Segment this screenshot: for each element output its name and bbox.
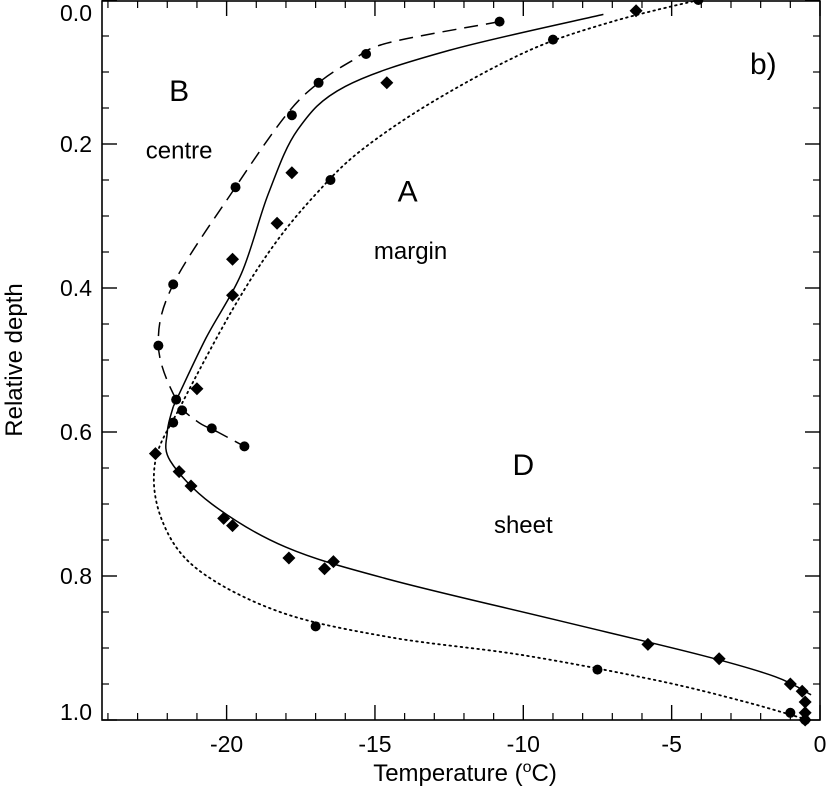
A-D-points-point-6 — [190, 382, 204, 396]
B-points-point-0 — [494, 16, 505, 27]
A-D-points-point-18 — [795, 684, 809, 698]
B-points-point-4 — [230, 182, 241, 193]
y-axis-title: Relative depth — [1, 283, 28, 436]
curve-B — [157, 20, 500, 448]
curve-A — [172, 13, 604, 408]
A-D-points-point-17 — [783, 677, 797, 691]
B-points-point-6 — [153, 340, 164, 351]
x-axis-title: Temperature (oC) — [373, 759, 557, 787]
A-D-points-point-2 — [285, 166, 299, 180]
y-tick-label-3: 0.6 — [60, 419, 92, 445]
margin-sheet-points-point-4 — [592, 664, 603, 675]
A-D-points-point-7 — [148, 447, 162, 461]
B-points-point-8 — [177, 405, 188, 416]
margin-sheet-points-point-5 — [785, 707, 796, 718]
A-D-points-point-20 — [798, 706, 812, 720]
annotation-centre: centre — [146, 137, 213, 164]
x-axis-title-main: Temperature ( — [373, 760, 522, 787]
A-D-points-point-11 — [226, 519, 240, 533]
y-tick-label-2: 0.4 — [60, 275, 92, 301]
plot-frame — [101, 0, 821, 721]
y-tick-label-4: 0.8 — [60, 563, 92, 589]
B-points-point-3 — [286, 110, 297, 121]
B-points-point-2 — [313, 77, 324, 88]
x-tick-label-3: -5 — [661, 731, 681, 757]
annotation-A: A — [398, 176, 418, 209]
A-D-points-point-19 — [798, 695, 812, 709]
A-D-points-point-4 — [226, 252, 240, 266]
ticks-layer — [102, 0, 821, 721]
annotation-B: B — [169, 75, 189, 108]
annotation-D: D — [512, 449, 534, 482]
A-D-points-point-12 — [282, 551, 296, 565]
A-D-points-point-9 — [184, 479, 198, 493]
A-D-points-point-0 — [629, 4, 643, 18]
A-D-points-point-3 — [270, 216, 284, 230]
curve-margin-sheet — [152, 0, 809, 721]
B-points-point-7 — [171, 394, 182, 405]
annotation-sheet: sheet — [494, 512, 553, 539]
A-D-points-point-8 — [172, 465, 186, 479]
A-D-points-point-14 — [326, 555, 340, 569]
A-D-points-point-13 — [318, 562, 332, 576]
x-axis-title-superscript: o — [523, 759, 532, 776]
curve-D — [165, 406, 812, 696]
margin-sheet-points-point-1 — [547, 34, 558, 45]
B-points-point-11 — [239, 441, 250, 452]
x-tick-label-1: -15 — [358, 731, 391, 757]
B-points-point-1 — [361, 49, 372, 59]
A-D-points-point-16 — [712, 652, 726, 666]
panel-label: b) — [750, 48, 777, 81]
y-tick-label-5: 1.0 — [60, 699, 92, 725]
A-D-points-point-1 — [380, 76, 394, 90]
curves-layer — [152, 0, 812, 721]
annotation-margin: margin — [374, 238, 447, 265]
tick-labels-layer: -20 -15 -10 -5 0 0.0 0.2 0.4 0.6 0.8 1.0 — [60, 0, 826, 757]
B-points-point-9 — [168, 417, 179, 428]
x-axis-title-tail: C) — [531, 760, 556, 787]
y-tick-label-1: 0.2 — [60, 131, 92, 157]
y-tick-label-0: 0.0 — [60, 0, 92, 26]
A-D-points-point-10 — [217, 511, 231, 525]
B-points-point-5 — [168, 279, 179, 290]
x-tick-label-4: 0 — [814, 731, 827, 757]
margin-sheet-points-point-3 — [310, 621, 321, 632]
margin-sheet-points-point-2 — [325, 175, 336, 185]
A-D-points-point-5 — [226, 288, 240, 302]
x-tick-label-2: -10 — [507, 731, 540, 757]
A-D-points-point-15 — [641, 637, 655, 651]
B-points-point-10 — [206, 423, 217, 434]
points-layer — [148, 0, 812, 727]
x-tick-label-0: -20 — [210, 731, 243, 757]
